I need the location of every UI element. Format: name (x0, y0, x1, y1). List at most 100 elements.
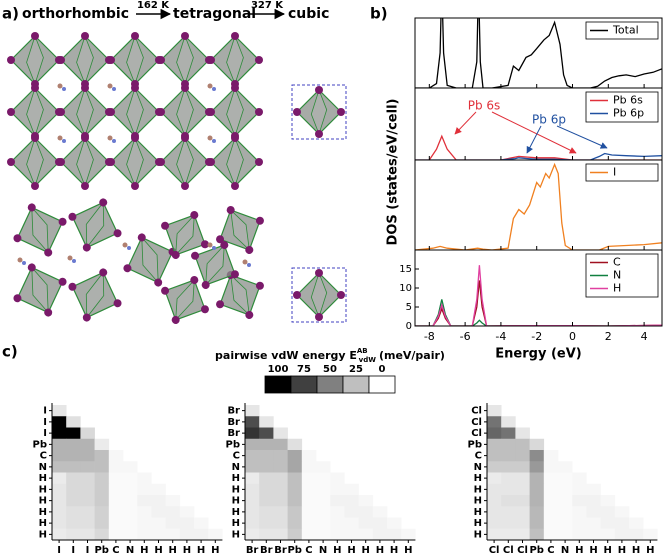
heatmap-cell (208, 528, 223, 541)
iodine-atom (315, 86, 323, 94)
heatmap-cell (301, 450, 317, 462)
heatmap-cell (66, 495, 81, 507)
y-tick-label: H (474, 518, 482, 529)
heatmap-cell (273, 461, 288, 473)
heatmap-cell (165, 506, 181, 518)
heatmap-cell (245, 483, 260, 496)
heatmap-cell (52, 528, 67, 541)
iodine-atom (171, 315, 180, 324)
heatmap-cell (259, 528, 274, 541)
x-tick-label: I (71, 545, 75, 555)
heatmap-cell (330, 483, 345, 496)
heatmap-cell (387, 528, 402, 541)
molecule-atom (112, 139, 116, 143)
heatmap-cell (558, 517, 573, 530)
iodine-atom (27, 203, 36, 212)
x-tick-label: H (333, 545, 341, 555)
iodine-atom (137, 233, 146, 242)
heatmap-cell (66, 472, 81, 485)
x-tick-label: 4 (641, 330, 648, 343)
heatmap-cell (515, 427, 530, 440)
octahedron (68, 268, 122, 322)
x-tick-label: C (112, 545, 119, 555)
iodine-atom (81, 84, 89, 92)
octahedron (207, 134, 263, 190)
heatmap-cell (572, 472, 587, 485)
heatmap-cell (515, 495, 530, 507)
heatmap-cell (179, 506, 195, 518)
iodine-atom (315, 269, 323, 277)
iodine-atom (13, 294, 22, 303)
y-tick-label: 15 (399, 264, 412, 275)
dos-line (415, 18, 662, 88)
heatmap-cell (52, 506, 67, 518)
heatmap-cell (316, 495, 331, 507)
heatmap-cell (529, 495, 545, 507)
heatmap-cell (52, 472, 67, 485)
iodine-atom (31, 84, 39, 92)
heatmap-cell (80, 495, 95, 507)
heatmap-cell (137, 517, 152, 530)
heatmap-cell (344, 495, 359, 507)
heatmap-cell (52, 416, 67, 428)
heatmap-cell (179, 517, 195, 530)
heatmap-cell (344, 517, 359, 530)
y-tick-label: Cl (471, 406, 482, 417)
iodine-atom (82, 243, 91, 252)
molecule-atom (112, 87, 116, 91)
heatmap-cell (123, 461, 138, 473)
heatmap-cell (80, 506, 95, 518)
molecule-atom (122, 242, 128, 248)
heatmap-cell (94, 461, 110, 473)
phase-label: cubic (288, 6, 329, 22)
heatmap-cell (137, 483, 152, 496)
y-tick-label: H (232, 507, 240, 518)
heatmap-cell (316, 506, 331, 518)
iodine-atom (13, 234, 22, 243)
heatmap-cell (151, 483, 166, 496)
transition-temp: 327 K (251, 0, 284, 11)
x-tick-label: H (575, 545, 583, 555)
y-tick-label: 5 (406, 302, 412, 313)
molecule-atom (212, 246, 216, 250)
iodine-atom (123, 264, 132, 273)
transition-temp: 162 K (137, 0, 170, 11)
heatmap-cell (108, 506, 124, 518)
x-tick-label: Pb (529, 545, 544, 555)
iodine-atom (231, 134, 239, 142)
heatmap-cell (287, 450, 303, 462)
iodine-atom (68, 212, 77, 221)
heatmap-cell (80, 461, 95, 473)
panel-label: a) (2, 5, 19, 23)
phase-label: orthorhombic (22, 6, 129, 22)
x-tick-label: H (604, 545, 612, 555)
x-tick-label: Br (260, 545, 273, 555)
y-tick-label: 0 (406, 321, 412, 332)
colorbar-tick-label: 0 (379, 364, 386, 375)
heatmap-cell (80, 438, 95, 451)
x-tick-label: H (140, 545, 148, 555)
iodine-atom (154, 278, 163, 287)
heatmap-cell (52, 517, 67, 530)
heatmap-cell (316, 528, 331, 541)
iodine-atom (190, 211, 199, 220)
iodine-atom (230, 270, 239, 279)
heatmap-cell (194, 517, 209, 530)
octahedron (207, 84, 263, 140)
iodine-atom (31, 182, 39, 190)
heatmap-cell (287, 438, 303, 451)
legend-box (585, 163, 659, 182)
heatmap-cell (543, 472, 559, 485)
octahedron (157, 32, 213, 88)
molecule-atom (107, 83, 113, 89)
heatmap-cell (543, 517, 559, 530)
heatmap-cell (316, 517, 331, 530)
heatmap-cell (165, 517, 181, 530)
heatmap-cell (273, 438, 288, 451)
iodine-atom (113, 299, 122, 308)
colorbar-title-sup: AB (357, 347, 368, 355)
colorbar-title-text: pairwise vdW energy E (215, 349, 357, 362)
heatmap-cell (94, 483, 110, 496)
y-tick-label: H (474, 529, 482, 540)
